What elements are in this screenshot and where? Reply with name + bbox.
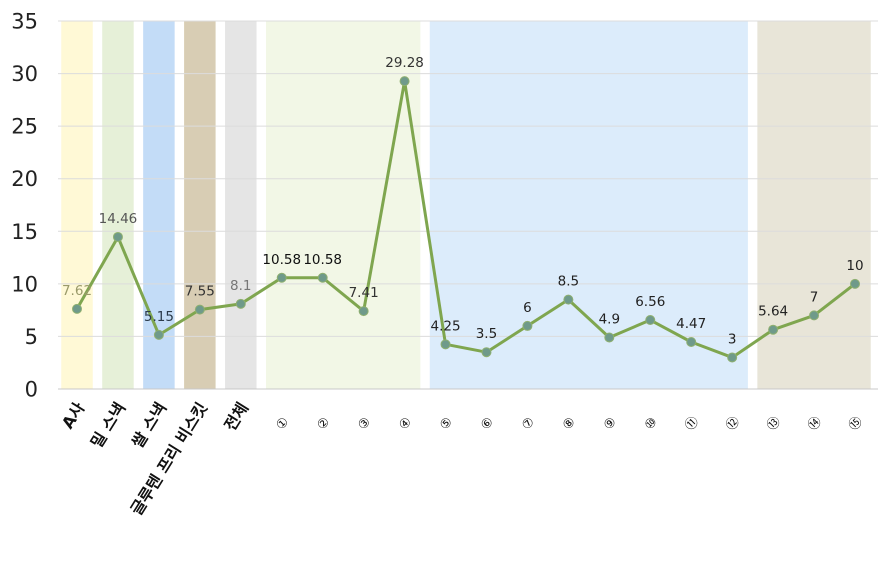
data-point: [851, 279, 860, 288]
data-point: [195, 305, 204, 314]
y-tick-label: 10: [11, 272, 38, 296]
background-band-5: [266, 21, 420, 389]
data-label: 3: [728, 331, 737, 347]
y-axis-ticks: 0 5 10 15 20 25 30 35: [11, 10, 38, 402]
data-point: [769, 325, 778, 334]
x-tick-label: ①: [273, 415, 292, 434]
x-tick-label: 전체: [220, 399, 252, 434]
data-point: [277, 273, 286, 282]
x-tick-label: ⑫: [723, 414, 743, 434]
x-tick-label: ⑮: [846, 414, 866, 434]
y-tick-label: 30: [11, 62, 38, 86]
data-label: 3.5: [476, 326, 497, 342]
data-label: 6.56: [635, 294, 665, 310]
background-band-3: [184, 21, 216, 389]
data-label: 10.58: [303, 252, 342, 268]
data-point: [687, 338, 696, 347]
x-tick-label: 쌀 스낵: [128, 399, 170, 451]
data-label: 5.15: [144, 309, 174, 325]
x-tick-label: ⑪: [682, 414, 702, 434]
x-tick-label: ⑭: [805, 414, 825, 434]
data-label: 4.47: [676, 316, 706, 332]
data-point: [482, 348, 491, 357]
data-point: [400, 77, 409, 86]
data-point: [564, 295, 573, 304]
data-label: 8.5: [558, 274, 579, 290]
x-tick-label: ⑨: [601, 415, 620, 434]
data-label: 7.55: [185, 284, 215, 300]
data-label: 4.25: [430, 318, 460, 334]
y-tick-label: 35: [11, 10, 38, 34]
data-label: 8.1: [230, 278, 251, 294]
x-tick-label: ⑦: [519, 415, 538, 434]
data-label: 6: [523, 300, 532, 316]
data-label: 10: [846, 258, 863, 274]
data-label: 5.64: [758, 304, 788, 320]
data-label: 4.9: [599, 311, 620, 327]
data-label: 10.58: [262, 252, 301, 268]
data-point: [728, 353, 737, 362]
y-tick-label: 15: [11, 220, 38, 244]
data-point: [441, 340, 450, 349]
x-tick-label: ③: [355, 415, 374, 434]
data-label: 7: [810, 289, 819, 305]
data-point: [73, 304, 82, 313]
x-tick-label: ⑥: [478, 415, 497, 434]
data-point: [605, 333, 614, 342]
data-point: [359, 307, 368, 316]
data-label: 29.28: [385, 55, 424, 71]
x-tick-label: 글루텐 프리 비스킷: [127, 399, 211, 518]
x-tick-label: ⑧: [560, 415, 579, 434]
background-band-4: [225, 21, 257, 389]
data-point: [810, 311, 819, 320]
data-label: 7.62: [62, 283, 92, 299]
data-label: 14.46: [99, 211, 138, 227]
x-tick-label: ⑩: [642, 415, 661, 434]
x-tick-label: ⑬: [764, 414, 784, 434]
y-tick-label: 25: [11, 115, 38, 139]
x-tick-label: ④: [396, 415, 415, 434]
x-tick-label: 밀 스낵: [87, 399, 129, 451]
background-band-1: [102, 21, 133, 389]
data-point: [113, 232, 122, 241]
x-tick-label: ⑤: [437, 415, 456, 434]
data-point: [318, 273, 327, 282]
background-bands: [61, 21, 871, 389]
data-label: 7.41: [349, 285, 379, 301]
x-tick-label: ②: [314, 415, 333, 434]
y-tick-label: 5: [25, 325, 38, 349]
background-band-0: [61, 21, 93, 389]
data-point: [646, 316, 655, 325]
data-point: [154, 330, 163, 339]
data-point: [236, 299, 245, 308]
y-tick-label: 20: [11, 167, 38, 191]
y-tick-label: 0: [25, 378, 38, 402]
data-point: [523, 321, 532, 330]
x-tick-label: A사: [58, 399, 89, 432]
